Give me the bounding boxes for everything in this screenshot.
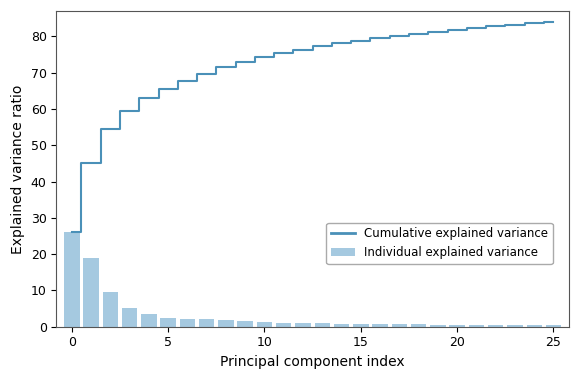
Bar — [218, 320, 234, 327]
Bar — [237, 321, 253, 327]
Bar — [411, 325, 426, 327]
Bar — [276, 323, 291, 327]
Bar — [334, 324, 349, 327]
Bar — [546, 325, 561, 327]
Bar — [314, 323, 330, 327]
Bar — [353, 324, 368, 327]
Bar — [372, 324, 388, 327]
Bar — [103, 292, 118, 327]
Bar — [392, 324, 407, 327]
Bar — [180, 319, 195, 327]
Bar — [508, 325, 523, 327]
Bar — [199, 319, 215, 327]
Legend: Cumulative explained variance, Individual explained variance: Cumulative explained variance, Individua… — [326, 223, 553, 264]
Bar — [295, 323, 311, 327]
Bar — [469, 325, 484, 327]
Bar — [64, 232, 79, 327]
Bar — [450, 325, 465, 327]
Bar — [257, 322, 272, 327]
Y-axis label: Explained variance ratio: Explained variance ratio — [11, 84, 25, 253]
Bar — [141, 314, 157, 327]
Bar — [122, 309, 137, 327]
Bar — [430, 325, 445, 327]
Bar — [488, 325, 503, 327]
Bar — [161, 318, 176, 327]
Bar — [527, 325, 542, 327]
X-axis label: Principal component index: Principal component index — [220, 355, 405, 369]
Bar — [84, 258, 99, 327]
